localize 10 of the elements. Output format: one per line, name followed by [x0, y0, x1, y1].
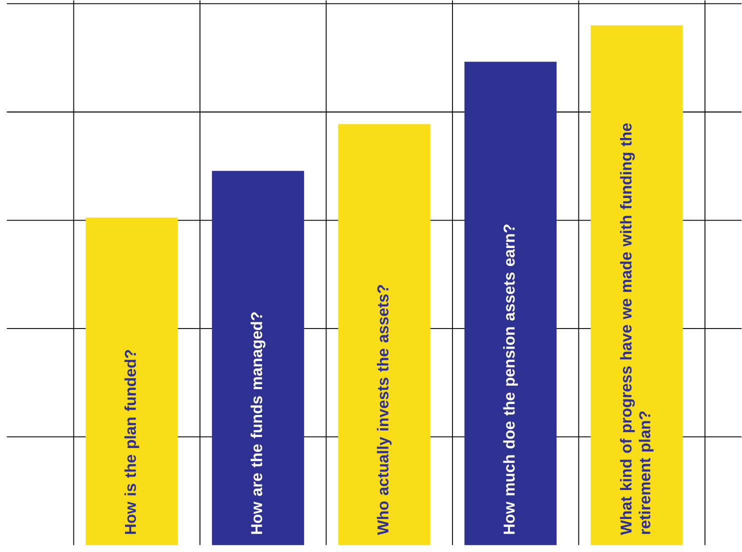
bar — [212, 170, 304, 546]
bar — [86, 218, 178, 546]
x-tick-label: How are the funds managed? — [250, 312, 266, 534]
bar — [590, 25, 683, 546]
x-tick-label: Who actually invests the assets? — [376, 285, 392, 536]
bar — [338, 124, 430, 546]
bar — [464, 62, 557, 546]
x-tick-label: How much doe the pension assets earn? — [503, 224, 518, 534]
x-tick-label: What kind of progress have we made with funding the retirement plan? — [620, 123, 654, 536]
x-tick-label: How is the plan funded? — [124, 350, 140, 534]
